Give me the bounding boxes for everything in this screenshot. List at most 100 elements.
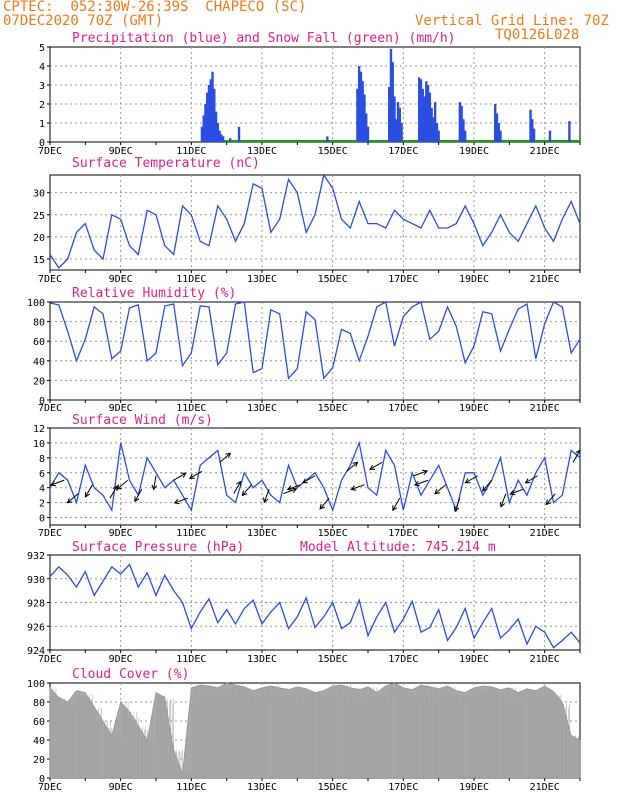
temp-y-tick-label: 20 — [33, 233, 45, 244]
wind-arrow — [189, 470, 203, 479]
wind-y-tick-label: 12 — [33, 424, 45, 435]
wind-arrow — [84, 484, 93, 498]
rh-x-tick-label: 13DEC — [247, 403, 277, 414]
wind-arrow — [369, 461, 383, 470]
precip-bar — [437, 130, 440, 142]
precip-bar — [237, 126, 241, 142]
precip-y-tick-label: 1 — [39, 119, 45, 130]
precip-y-tick-label: 5 — [39, 43, 45, 54]
pressure-y-tick-label: 932 — [27, 551, 45, 562]
wind-arrow-head — [263, 497, 269, 504]
pressure-x-tick-label: 17DEC — [388, 654, 418, 665]
temp-x-tick-label: 17DEC — [388, 274, 418, 285]
precip-bar — [393, 96, 396, 142]
precip-bar — [421, 88, 424, 142]
precip-bar — [206, 92, 209, 142]
cloud-x-tick-label: 7DEC — [38, 782, 62, 793]
precip-bar — [366, 126, 370, 142]
precip-bar — [531, 119, 534, 142]
wind-series-line — [49, 440, 581, 513]
header-code: TQ0126L028 — [495, 27, 580, 43]
rh-x-tick-label: 7DEC — [38, 403, 62, 414]
wind-x-tick-label: 17DEC — [388, 528, 418, 539]
temp-x-tick-label: 11DEC — [176, 274, 206, 285]
wind-title: Surface Wind (m/s) — [72, 413, 213, 428]
wind-arrow-head — [369, 464, 376, 470]
cloud-title: Cloud Cover (%) — [72, 667, 189, 682]
rh-x-tick-label: 11DEC — [176, 403, 206, 414]
precip-bar — [218, 130, 221, 142]
wind-arrow — [482, 479, 493, 492]
wind-arrow-head — [575, 449, 581, 456]
cloud-x-tick-label: 19DEC — [459, 782, 489, 793]
precip-x-tick-label: 9DEC — [109, 146, 133, 157]
wind-arrow — [174, 497, 188, 504]
precip-bar — [418, 77, 421, 142]
wind-arrow — [263, 489, 270, 503]
precip-bar — [359, 71, 363, 142]
rh-x-tick-label: 21DEC — [530, 403, 560, 414]
wind-arrow — [242, 484, 252, 496]
cloud-y-tick-label: 60 — [33, 717, 45, 728]
precip-bar — [419, 79, 423, 142]
wind-arrow — [219, 452, 231, 463]
precip-bar — [425, 81, 428, 142]
wind-arrow-head — [392, 505, 398, 512]
precip-frame — [49, 46, 581, 143]
wind-arrow — [454, 497, 461, 512]
wind-y-tick-label: 4 — [39, 484, 45, 495]
cloud-x-tick-label: 13DEC — [247, 782, 277, 793]
precip-bar — [432, 117, 435, 142]
pressure-x-tick-label: 21DEC — [530, 654, 560, 665]
wind-arrow-head — [545, 499, 552, 506]
wind-arrow-head — [286, 485, 293, 491]
wind-arrow — [510, 488, 524, 495]
wind-arrow-head — [291, 487, 298, 493]
precip-bar — [214, 111, 218, 142]
header-station: CPTEC: 052:30W-26:39S CHAPECO (SC) — [3, 0, 307, 15]
rh-series-line — [49, 301, 581, 380]
precip-bar — [396, 102, 400, 142]
wind-x-tick-label: 21DEC — [530, 528, 560, 539]
pressure-x-tick-label: 13DEC — [247, 654, 277, 665]
wind-arrow-head — [241, 490, 248, 497]
cloud-x-tick-label: 15DEC — [318, 782, 348, 793]
precip-bar — [529, 109, 532, 142]
wind-arrow — [351, 484, 365, 490]
wind-arrow — [525, 475, 538, 484]
precip-bar — [458, 102, 462, 142]
temp-x-tick-label: 21DEC — [530, 274, 560, 285]
rh-x-tick-label: 19DEC — [459, 403, 489, 414]
precip-bar — [204, 104, 207, 142]
wind-arrow — [500, 493, 507, 507]
wind-arrow-head — [413, 480, 420, 487]
wind-y-tick-label: 0 — [39, 514, 45, 525]
wind-arrow — [109, 485, 118, 499]
wind-arrow-head — [453, 506, 460, 513]
pressure-x-tick-label: 19DEC — [459, 654, 489, 665]
wind-arrow-head — [134, 496, 140, 503]
wind-arrow-head — [499, 501, 506, 508]
precip-bar — [430, 107, 433, 142]
precip-bar — [326, 136, 329, 142]
rh-y-tick-label: 40 — [33, 357, 45, 368]
wind-arrow-head — [151, 484, 158, 491]
precip-bar — [398, 107, 401, 142]
wind-arrow — [434, 484, 447, 495]
precip-x-tick-label: 17DEC — [388, 146, 418, 157]
temp-x-tick-label: 19DEC — [459, 274, 489, 285]
precip-y-tick-label: 0 — [39, 138, 45, 149]
precip-bar — [494, 104, 497, 142]
precip-bar — [428, 92, 432, 142]
wind-arrow-head — [188, 473, 195, 479]
precip-bar — [497, 123, 500, 142]
header-date: 07DEC2020 70Z (GMT) — [3, 13, 164, 29]
precip-x-tick-label: 11DEC — [176, 146, 206, 157]
pressure-x-tick-label: 7DEC — [38, 654, 62, 665]
precip-bar — [395, 119, 398, 142]
wind-arrow-head — [524, 478, 531, 484]
precip-bar — [357, 66, 361, 142]
pressure-y-tick-label: 930 — [27, 575, 45, 586]
wind-arrow — [50, 479, 65, 486]
precip-bar — [495, 113, 499, 142]
